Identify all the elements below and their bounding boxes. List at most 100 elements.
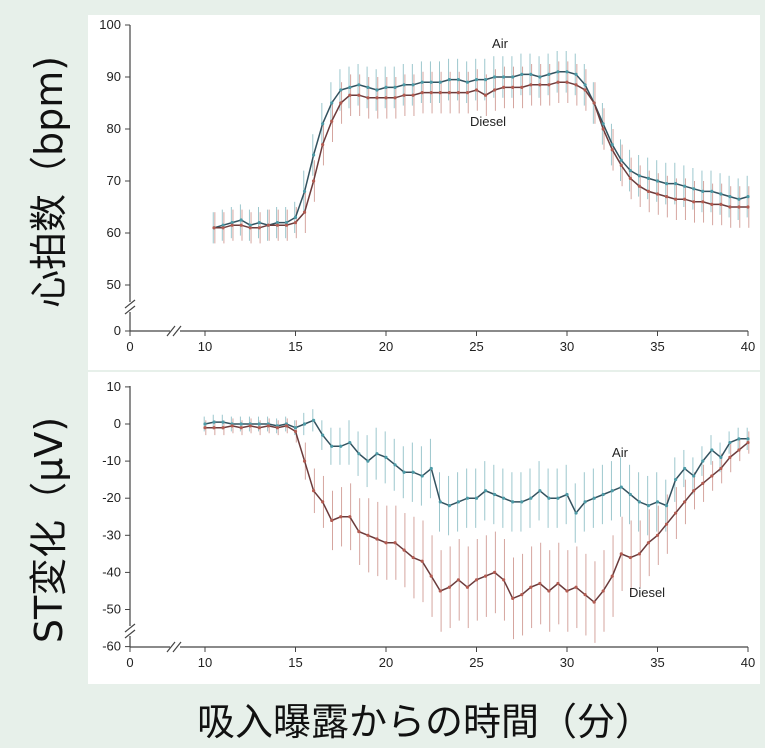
air-data-point	[637, 500, 642, 504]
diesel-data-point	[375, 96, 379, 100]
diesel-data-point	[330, 518, 334, 523]
diesel-data-point	[692, 200, 696, 204]
diesel-data-point	[402, 93, 406, 97]
y-tick-label: 0	[114, 323, 121, 338]
y-tick-label: 80	[107, 121, 121, 136]
air-data-point	[402, 470, 406, 474]
x-tick-label: 30	[560, 655, 574, 670]
diesel-data-point	[284, 223, 289, 227]
diesel-data-point	[664, 522, 669, 526]
air-data-point	[547, 72, 551, 76]
diesel-data-point	[384, 96, 388, 100]
diesel-data-point	[701, 200, 705, 204]
air-data-point	[737, 437, 741, 441]
air-data-point	[502, 496, 506, 500]
air-data-point	[239, 218, 243, 222]
x-tick-label: 25	[469, 655, 483, 670]
air-data-point	[538, 489, 542, 493]
x-tick-label: 15	[288, 339, 302, 354]
air-data-point	[230, 221, 234, 225]
diesel-data-point	[574, 83, 578, 87]
diesel-data-point	[420, 559, 424, 563]
diesel-data-point	[393, 541, 397, 545]
x-tick-label: 30	[560, 339, 574, 354]
air-data-point	[646, 504, 651, 508]
diesel-data-point	[601, 589, 605, 593]
air-data-point	[465, 80, 470, 84]
air-data-point	[312, 418, 316, 422]
air-data-point	[302, 422, 307, 426]
air-data-point	[348, 440, 352, 445]
air-data-point	[728, 195, 732, 199]
air-data-point	[456, 500, 460, 504]
air-data-point	[628, 169, 632, 173]
diesel-data-point	[574, 585, 578, 589]
air-data-point	[474, 78, 479, 82]
diesel-data-point	[529, 585, 533, 589]
heart-rate-axes: 0 10 15 20 25 30 35 40 0 50 60 70 80 90 100	[99, 17, 755, 354]
air-data-point	[619, 158, 623, 162]
air-data-point	[655, 179, 660, 183]
diesel-data-point	[502, 85, 506, 89]
diesel-data-point	[411, 555, 415, 560]
air-data-point	[601, 492, 605, 497]
x-tick-label: 40	[741, 339, 755, 354]
diesel-data-point	[257, 226, 261, 230]
diesel-data-point	[646, 189, 651, 193]
st-change-air-label: Air	[612, 445, 629, 460]
diesel-data-point	[728, 455, 732, 459]
diesel-data-point	[312, 179, 316, 183]
diesel-data-point	[230, 424, 234, 428]
diesel-data-point	[511, 85, 515, 89]
air-data-point	[366, 459, 370, 463]
diesel-data-point	[438, 589, 442, 593]
diesel-data-point	[664, 195, 669, 199]
air-data-point	[465, 496, 470, 500]
diesel-data-point	[655, 192, 660, 196]
diesel-data-point	[529, 83, 533, 87]
air-data-point	[583, 83, 587, 87]
diesel-data-point	[348, 515, 352, 519]
diesel-data-point	[701, 481, 705, 485]
air-data-point	[710, 448, 714, 452]
air-data-point	[429, 80, 433, 84]
air-data-point	[321, 433, 325, 437]
air-data-point	[429, 466, 433, 471]
air-data-point	[565, 492, 569, 497]
air-data-point	[420, 80, 424, 84]
air-data-point	[746, 195, 750, 199]
diesel-data-point	[538, 581, 542, 586]
air-data-point	[239, 422, 243, 426]
diesel-data-point	[520, 85, 524, 89]
diesel-data-point	[221, 426, 225, 430]
diesel-data-point	[212, 426, 216, 430]
x-tick-label: 35	[650, 655, 664, 670]
air-data-point	[411, 470, 415, 474]
diesel-data-point	[266, 424, 270, 428]
diesel-data-point	[293, 429, 298, 434]
air-data-point	[529, 496, 533, 500]
x-axis-break-mark	[166, 325, 176, 337]
st-change-diesel-label: Diesel	[629, 585, 665, 600]
air-data-point	[592, 496, 596, 500]
diesel-data-point	[402, 548, 406, 552]
air-data-point	[719, 192, 723, 196]
air-data-point	[366, 85, 370, 89]
air-data-point	[692, 187, 696, 191]
diesel-data-point	[619, 552, 623, 556]
y-tick-label: -50	[102, 602, 121, 617]
air-data-point	[646, 176, 651, 180]
diesel-data-point	[221, 226, 225, 230]
air-data-point	[357, 452, 361, 456]
x-tick-label: 0	[126, 339, 133, 354]
diesel-data-point	[520, 593, 524, 597]
diesel-data-point	[683, 197, 687, 201]
diesel-data-point	[493, 88, 497, 92]
diesel-data-point	[556, 581, 560, 586]
y-axis-break-mark	[124, 623, 136, 633]
diesel-data-point	[746, 440, 750, 445]
diesel-data-point	[257, 426, 261, 430]
diesel-data-point	[619, 163, 623, 167]
diesel-data-point	[330, 119, 334, 123]
air-data-point	[375, 88, 379, 92]
